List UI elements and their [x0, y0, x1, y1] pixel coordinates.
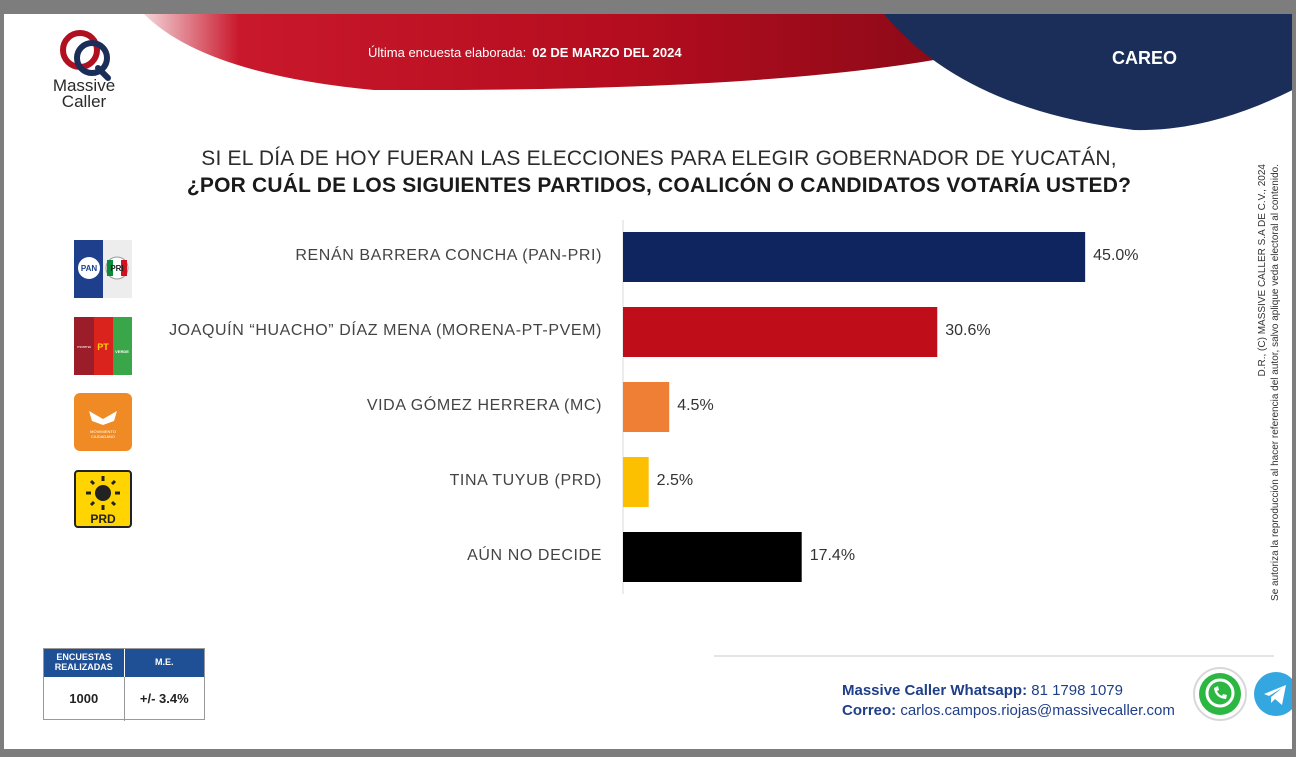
- bar-3: [623, 382, 670, 432]
- mc-logo-text-2: CIUDADANO: [91, 434, 115, 439]
- stats-header-surveys: ENCUESTAS REALIZADAS: [54, 652, 113, 672]
- pan-logo-text: PAN: [81, 264, 98, 273]
- whatsapp-icon[interactable]: [1192, 666, 1248, 722]
- pri-logo-text: PRI: [110, 264, 123, 273]
- bar-1: [623, 232, 1086, 282]
- prd-logo-text: PRD: [90, 512, 116, 526]
- pt-logo-text: PT: [97, 342, 109, 352]
- whatsapp-label: Massive Caller Whatsapp:: [842, 682, 1028, 699]
- morena-logo-text: morena: [77, 344, 91, 349]
- category-label-4: TINA TUYUB (PRD): [449, 472, 602, 489]
- stats-header-margin: M.E.: [123, 649, 205, 677]
- value-label-5: 17.4%: [809, 547, 856, 564]
- legal-note-line1: D.R., (C) MASSIVE CALLER S.A DE C.V., 20…: [1257, 164, 1268, 377]
- value-label-2: 30.6%: [945, 322, 991, 339]
- legal-note-line2: Se autoriza la reproducción al hacer ref…: [1270, 164, 1281, 601]
- survey-date-label: Última encuesta elaborada:: [368, 45, 527, 60]
- stats-value-surveys: 1000: [69, 691, 99, 706]
- email-label: Correo:: [842, 702, 897, 719]
- movimiento-ciudadano-logo-icon: MOVIMIENTO CIUDADANO: [74, 393, 132, 451]
- morena-pt-pvem-logo-icon: morena PT VERDE: [74, 317, 132, 375]
- brand-name: Massive Caller: [44, 76, 124, 111]
- section-title: CAREO: [1112, 48, 1178, 68]
- category-label-1: RENÁN BARRERA CONCHA (PAN-PRI): [295, 247, 602, 264]
- category-label-3: VIDA GÓMEZ HERRERA (MC): [366, 397, 602, 414]
- whatsapp-number[interactable]: 81 1798 1079: [1031, 682, 1123, 699]
- value-label-1: 45.0%: [1093, 247, 1139, 264]
- survey-date: Última encuesta elaborada: 02 DE MARZO DE…: [368, 45, 682, 60]
- category-label-5: AÚN NO DECIDE: [467, 547, 602, 564]
- header-red-band: [144, 14, 934, 90]
- value-label-4: 2.5%: [656, 472, 694, 489]
- footer-divider: [714, 655, 1274, 657]
- pvem-logo-text: VERDE: [115, 349, 129, 354]
- question-line1: SI EL DÍA DE HOY FUERAN LAS ELECCIONES P…: [201, 147, 1117, 170]
- value-label-3: 4.5%: [677, 397, 714, 414]
- header-blue-band: [884, 14, 1292, 131]
- email-link[interactable]: carlos.campos.riojas@massivecaller.com: [900, 702, 1175, 719]
- bar-4: [623, 457, 649, 507]
- survey-date-value: 02 DE MARZO DEL 2024: [532, 45, 682, 60]
- bar-chart: [622, 220, 1086, 594]
- brand-name-line2: Caller: [61, 92, 107, 111]
- legal-note: D.R., (C) MASSIVE CALLER S.A DE C.V., 20…: [1256, 164, 1292, 634]
- telegram-icon[interactable]: [1252, 670, 1292, 718]
- bar-5: [623, 532, 802, 582]
- category-label-2: JOAQUÍN “HUACHO” DÍAZ MENA (MORENA-PT-PV…: [169, 322, 602, 339]
- question-line2: ¿POR CUÁL DE LOS SIGUIENTES PARTIDOS, CO…: [186, 174, 1132, 197]
- pan-pri-logo-icon: PAN PRI: [74, 240, 132, 298]
- prd-logo-icon: PRD: [74, 470, 132, 528]
- slide: Massive Caller Última encuesta elaborada…: [4, 14, 1292, 749]
- contact-info: Massive Caller Whatsapp: 81 1798 1079 Co…: [842, 681, 1175, 721]
- survey-stats-table: ENCUESTAS REALIZADAS M.E. 1000 +/- 3.4%: [43, 648, 205, 721]
- bar-2: [623, 307, 938, 357]
- stats-value-margin: +/- 3.4%: [123, 677, 205, 721]
- mc-logo-text-1: MOVIMIENTO: [90, 429, 116, 434]
- brand-name-line1: Massive: [52, 76, 116, 95]
- massive-caller-logo-icon: [60, 30, 111, 81]
